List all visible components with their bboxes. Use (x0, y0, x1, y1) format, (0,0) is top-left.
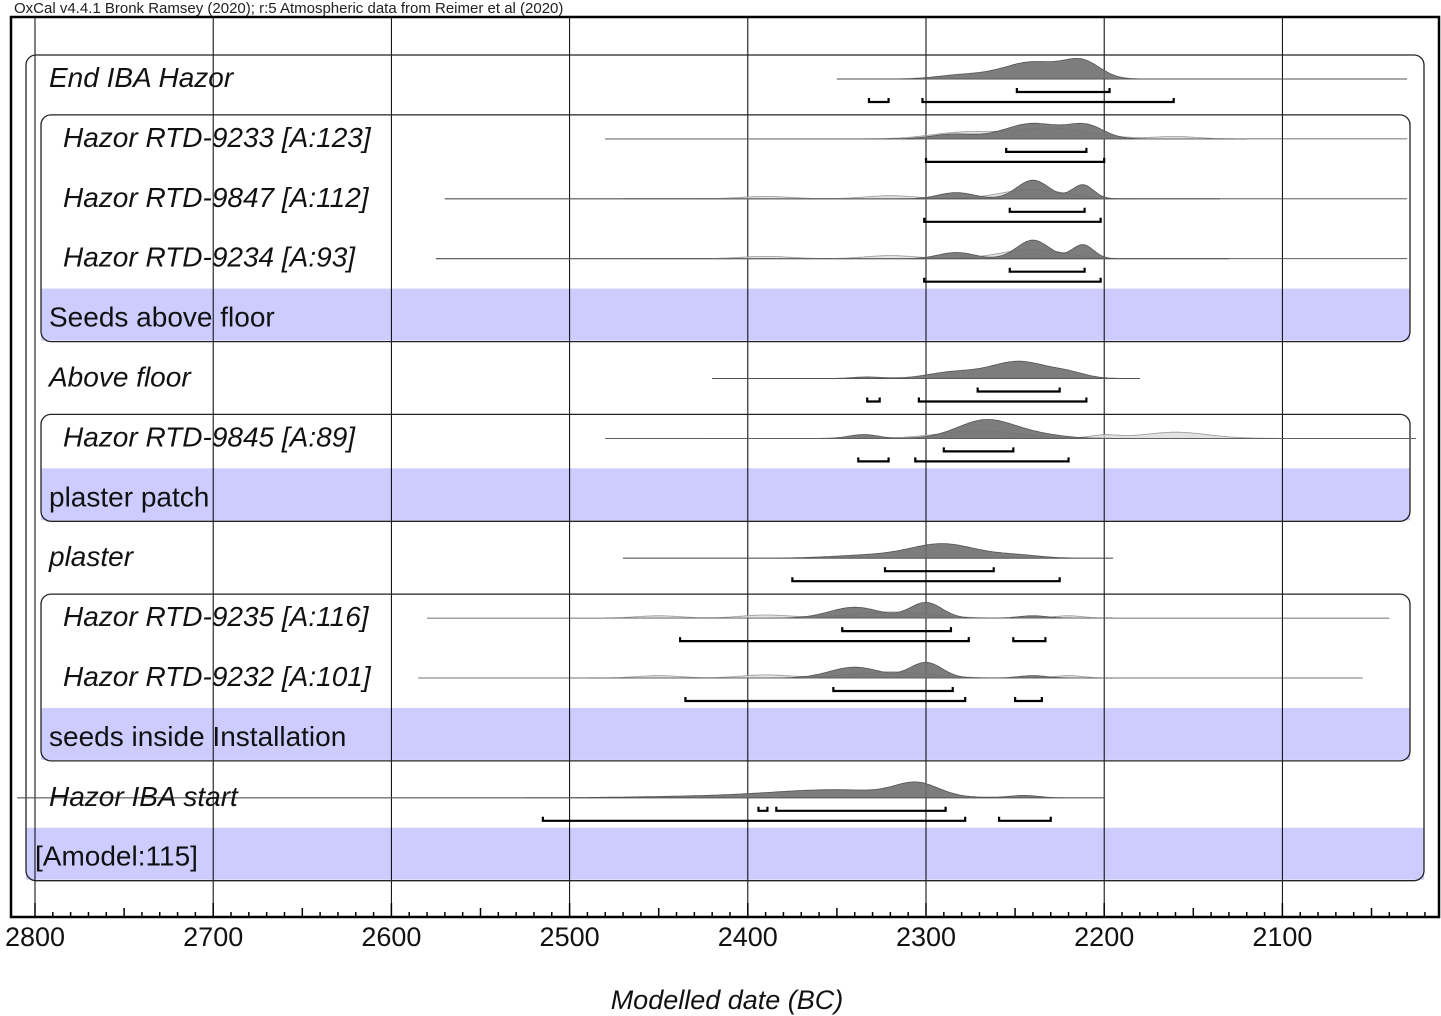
posterior-distribution (836, 58, 1408, 80)
row-dist-3 (435, 239, 1408, 283)
row-dist-5 (712, 360, 1140, 403)
range-95-0 (791, 577, 1061, 583)
tick-label-2400: 2400 (718, 922, 778, 952)
groups-layer (25, 54, 1425, 882)
row-label-10: Hazor RTD-9232 [A:101] (63, 661, 372, 692)
range-95-1 (921, 98, 1175, 104)
row-label-1: Hazor RTD-9233 [A:123] (63, 122, 372, 153)
range-68-0 (757, 806, 769, 812)
range-95-0 (923, 217, 1102, 223)
plot-frame (9, 15, 1441, 919)
row-dist-0 (836, 58, 1408, 104)
posterior-distribution (623, 543, 1114, 559)
posterior-distribution (435, 239, 1229, 260)
row-dist-9 (427, 601, 1390, 643)
row-dist-2 (444, 179, 1408, 223)
row-label-6: Hazor RTD-9845 [A:89] (63, 421, 356, 452)
tick-label-2700: 2700 (183, 922, 243, 952)
bands-layer (26, 288, 1424, 880)
x-axis-title: Modelled date (BC) (611, 985, 844, 1015)
tick-label-2500: 2500 (540, 922, 600, 952)
row-label-12: Hazor IBA start (49, 781, 239, 812)
posterior-distribution (605, 419, 1416, 439)
range-68-0 (1005, 147, 1088, 153)
x-axis-layer: 2800 2700 2600 2500 2400 2300 2200 2100 Modelled… (5, 903, 1426, 1015)
band-4 (41, 288, 1410, 341)
row-label-0: End IBA Hazor (49, 62, 235, 93)
row-label-4: Seeds above floor (49, 302, 275, 333)
posterior-distribution (17, 781, 1105, 799)
range-68-0 (976, 387, 1061, 393)
range-95-1 (917, 397, 1088, 403)
oxcal-header: OxCal v4.4.1 Bronk Ramsey (2020); r:5 At… (14, 0, 564, 17)
range-95-0 (866, 397, 881, 403)
posterior-distribution (444, 179, 1220, 200)
range-95-0 (924, 157, 1106, 163)
range-68-0 (1008, 267, 1086, 273)
range-95-0 (684, 697, 967, 703)
row-label-11: seeds inside Installation (49, 721, 346, 752)
band-13 (26, 827, 1424, 880)
posterior-distribution (605, 122, 1247, 140)
row-dist-10 (418, 661, 1363, 703)
range-95-0 (678, 637, 970, 643)
range-95-0 (923, 277, 1102, 283)
range-68-0 (841, 627, 953, 633)
group-box-2 (40, 413, 1411, 522)
row-labels-layer: End IBA Hazor Hazor RTD-9233 [A:123] Hazor… (35, 62, 372, 872)
tick-label-2800: 2800 (5, 922, 65, 952)
row-label-3: Hazor RTD-9234 [A:93] (63, 242, 356, 273)
row-dist-8 (623, 543, 1114, 583)
range-68-0 (832, 687, 954, 693)
grid-layer (34, 17, 1283, 917)
range-68-0 (942, 447, 1015, 453)
row-label-9: Hazor RTD-9235 [A:116] (63, 601, 370, 632)
prior-distribution (435, 249, 1229, 260)
row-label-2: Hazor RTD-9847 [A:112] (63, 182, 370, 213)
tick-label-2600: 2600 (361, 922, 421, 952)
tick-label-2200: 2200 (1074, 922, 1134, 952)
range-95-1 (914, 457, 1070, 463)
range-68-0 (1015, 88, 1111, 94)
posterior-distribution (587, 661, 1114, 679)
row-label-8: plaster (48, 541, 135, 572)
range-95-1 (1012, 637, 1047, 643)
group-box-0 (25, 54, 1425, 882)
range-68-0 (1008, 207, 1086, 213)
group-box-1 (40, 114, 1411, 343)
band-11 (41, 707, 1410, 760)
range-95-1 (1014, 697, 1043, 703)
row-dist-6 (605, 419, 1417, 463)
tick-label-2300: 2300 (896, 922, 956, 952)
range-68-1 (775, 806, 947, 812)
row-label-13: [Amodel:115] (35, 841, 198, 872)
posterior-distribution (712, 360, 1140, 379)
group-box-3 (40, 593, 1411, 762)
range-95-0 (857, 457, 890, 463)
row-dist-12 (17, 781, 1105, 822)
range-95-1 (997, 816, 1052, 822)
range-95-0 (867, 98, 890, 104)
band-7 (41, 468, 1410, 521)
row-dist-1 (605, 122, 1408, 163)
row-label-7: plaster patch (49, 481, 209, 512)
row-label-5: Above floor (47, 362, 192, 393)
range-95-0 (541, 816, 967, 822)
tick-label-2100: 2100 (1252, 922, 1312, 952)
range-68-0 (883, 567, 995, 573)
plot-frame-layer (9, 15, 1441, 919)
posterior-distribution (605, 601, 1114, 619)
distributions-layer (17, 58, 1417, 822)
